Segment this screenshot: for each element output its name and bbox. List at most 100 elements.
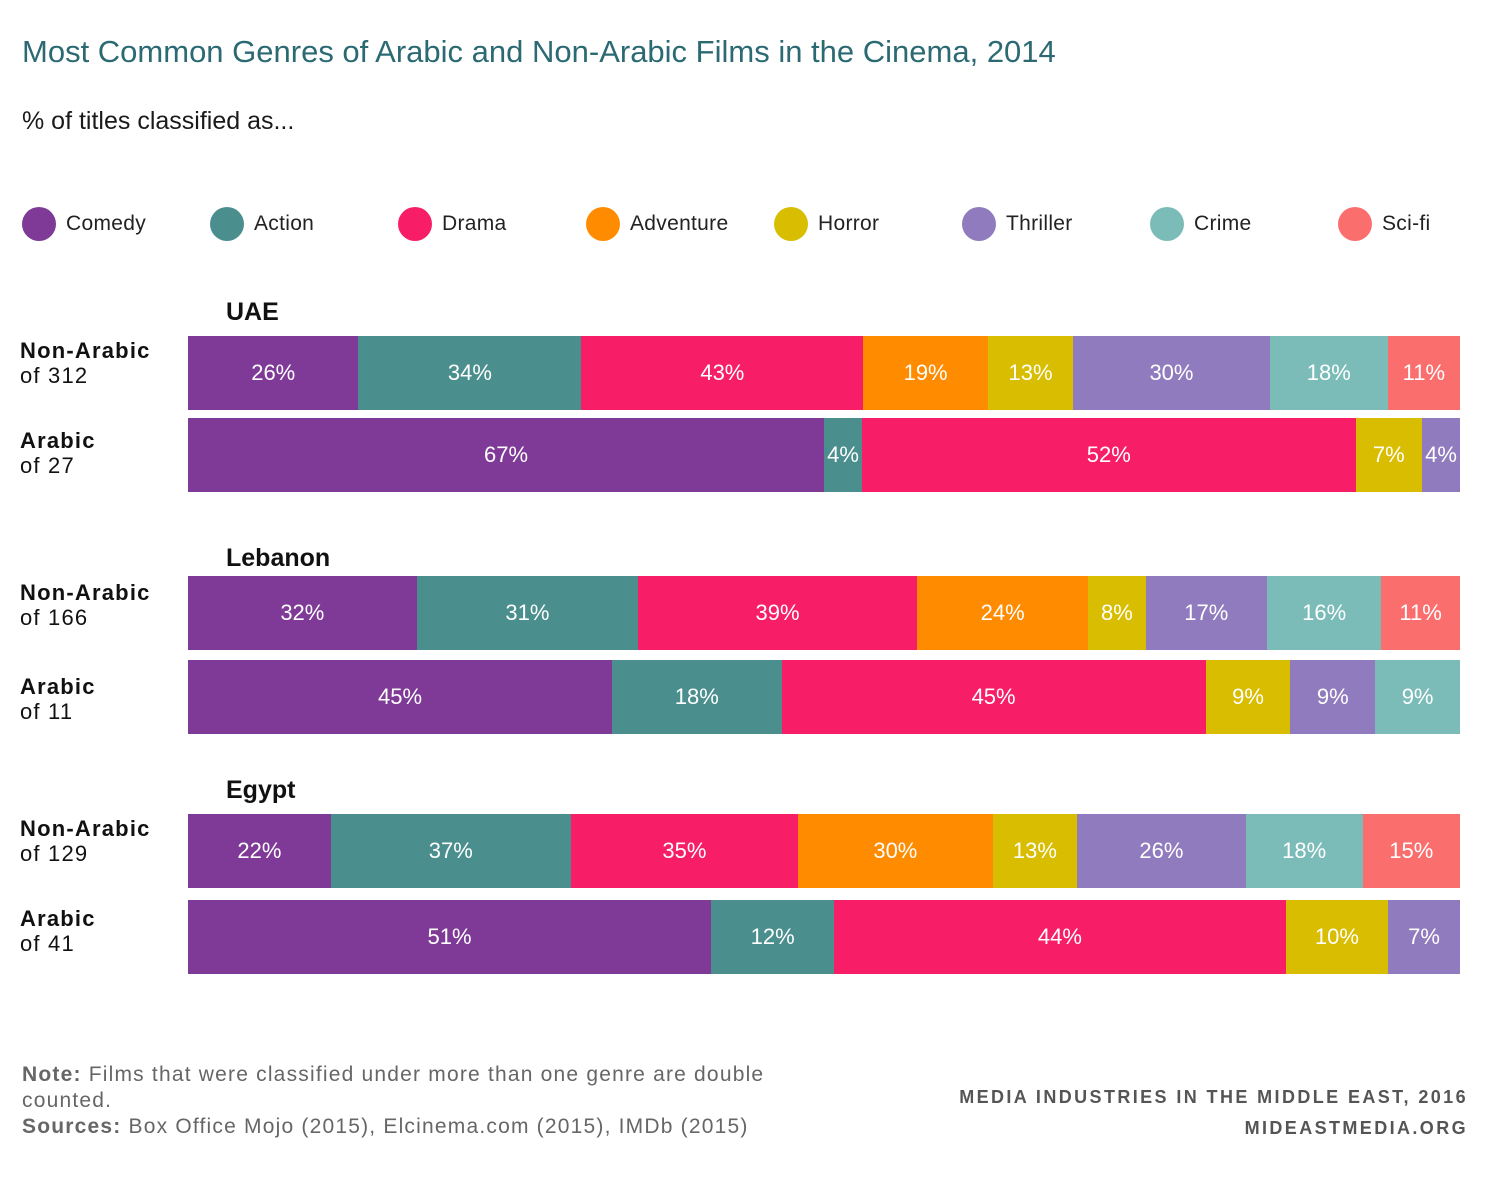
bar-segment-crime: 18% [1245,814,1363,888]
bar-segment-sci-fi: 11% [1387,336,1460,410]
sources-text: Box Office Mojo (2015), Elcinema.com (20… [128,1115,749,1138]
bar-segment-thriller: 4% [1422,418,1460,492]
row-label-count: of 27 [20,453,75,478]
sources-label: Sources: [22,1115,122,1138]
row-label-main: Non-Arabic [20,580,151,605]
row-label-main: Arabic [20,674,96,699]
bar-segment-sci-fi: 15% [1362,814,1460,888]
legend-item-crime: Crime [1150,206,1252,242]
bar-segment-drama: 52% [861,418,1356,492]
row-label-count: of 166 [20,605,89,630]
bar-segment-horror: 9% [1205,660,1291,734]
bar-segment-comedy: 32% [188,576,417,650]
row-label-main: Non-Arabic [20,816,151,841]
bar-segment-comedy: 45% [188,660,612,734]
legend-swatch-action [210,207,244,241]
row-label-count: of 312 [20,363,89,388]
legend-item-horror: Horror [774,206,879,242]
row-label-main: Non-Arabic [20,338,151,363]
bar-segment-thriller: 9% [1290,660,1376,734]
bar-segment-thriller: 17% [1145,576,1267,650]
legend-swatch-adventure [586,207,620,241]
bar-uae-arabic: 67% 4% 52% 7% 4% [188,418,1460,492]
legend-item-adventure: Adventure [586,206,728,242]
bar-segment-drama: 35% [570,814,799,888]
legend-item-sci-fi: Sci-fi [1338,206,1430,242]
bar-segment-horror: 13% [987,336,1074,410]
legend-label-thriller: Thriller [1006,212,1073,235]
legend-label-action: Action [254,212,315,235]
row-label-egypt-non-arabic: Non-Arabic of 129 [20,816,151,866]
note-label: Note: [22,1063,82,1086]
group-title-uae: UAE [226,298,279,326]
legend-label-comedy: Comedy [66,212,146,235]
bar-segment-horror: 8% [1088,576,1146,650]
bar-segment-horror: 13% [992,814,1078,888]
row-label-main: Arabic [20,428,96,453]
bar-segment-thriller: 26% [1077,814,1246,888]
legend-label-horror: Horror [818,212,880,235]
row-label-main: Arabic [20,906,96,931]
bar-segment-horror: 7% [1355,418,1423,492]
legend-item-drama: Drama [398,206,507,242]
row-label-uae-arabic: Arabic of 27 [20,428,96,478]
legend-swatch-drama [398,207,432,241]
bar-segment-adventure: 30% [798,814,993,888]
bar-segment-drama: 39% [638,576,917,650]
row-label-count: of 11 [20,699,74,724]
row-label-egypt-arabic: Arabic of 41 [20,906,96,956]
bar-segment-comedy: 67% [188,418,824,492]
bar-segment-thriller: 7% [1388,900,1460,974]
bar-segment-thriller: 30% [1073,336,1270,410]
bar-segment-comedy: 26% [188,336,359,410]
legend-label-drama: Drama [442,212,507,235]
note-line: Note: Films that were classified under m… [22,1062,782,1114]
bar-segment-drama: 43% [581,336,864,410]
bar-egypt-arabic: 51% 12% 44% 10% 7% [188,900,1460,974]
bar-segment-comedy: 51% [188,900,712,974]
legend-item-comedy: Comedy [22,206,146,242]
legend-label-adventure: Adventure [630,212,729,235]
row-label-lebanon-arabic: Arabic of 11 [20,674,96,724]
credit-publication: MEDIA INDUSTRIES IN THE MIDDLE EAST, 201… [959,1087,1468,1107]
bar-lebanon-non-arabic: 32% 31% 39% 24% 8% 17% 16% 11% [188,576,1460,650]
legend-label-sci-fi: Sci-fi [1382,212,1431,235]
bar-segment-drama: 44% [834,900,1286,974]
row-label-lebanon-non-arabic: Non-Arabic of 166 [20,580,151,630]
bar-segment-comedy: 22% [188,814,331,888]
chart-title: Most Common Genres of Arabic and Non-Ara… [22,34,1056,69]
bar-segment-action: 31% [416,576,639,650]
bar-segment-sci-fi: 11% [1381,576,1460,650]
bar-segment-crime: 16% [1267,576,1382,650]
bar-segment-adventure: 24% [916,576,1089,650]
group-title-lebanon: Lebanon [226,544,331,572]
legend-swatch-crime [1150,207,1184,241]
legend-swatch-sci-fi [1338,207,1372,241]
row-label-count: of 129 [20,841,89,866]
bar-segment-adventure: 19% [863,336,988,410]
bar-segment-action: 18% [612,660,782,734]
bar-segment-action: 12% [711,900,835,974]
bar-egypt-non-arabic: 22% 37% 35% 30% 13% 26% 18% 15% [188,814,1460,888]
note-block: Note: Films that were classified under m… [22,1062,782,1140]
legend-item-action: Action [210,206,314,242]
legend-swatch-comedy [22,207,56,241]
legend-swatch-horror [774,207,808,241]
bar-segment-action: 34% [358,336,582,410]
bar-segment-crime: 9% [1375,660,1460,734]
bar-uae-non-arabic: 26% 34% 43% 19% 13% 30% 18% 11% [188,336,1460,410]
bar-segment-crime: 18% [1269,336,1388,410]
bar-segment-drama: 45% [781,660,1206,734]
bar-segment-horror: 10% [1285,900,1389,974]
row-label-count: of 41 [20,931,75,956]
credit-website: MIDEASTMEDIA.ORG [1244,1118,1468,1138]
sources-line: Sources: Box Office Mojo (2015), Elcinem… [22,1114,782,1140]
row-label-uae-non-arabic: Non-Arabic of 312 [20,338,151,388]
bar-lebanon-arabic: 45% 18% 45% 9% 9% 9% [188,660,1460,734]
legend-label-crime: Crime [1194,212,1252,235]
bar-segment-action: 37% [330,814,571,888]
bar-segment-action: 4% [824,418,862,492]
note-text: Films that were classified under more th… [22,1063,765,1112]
group-title-egypt: Egypt [226,776,296,804]
chart-subtitle: % of titles classified as... [22,107,295,135]
